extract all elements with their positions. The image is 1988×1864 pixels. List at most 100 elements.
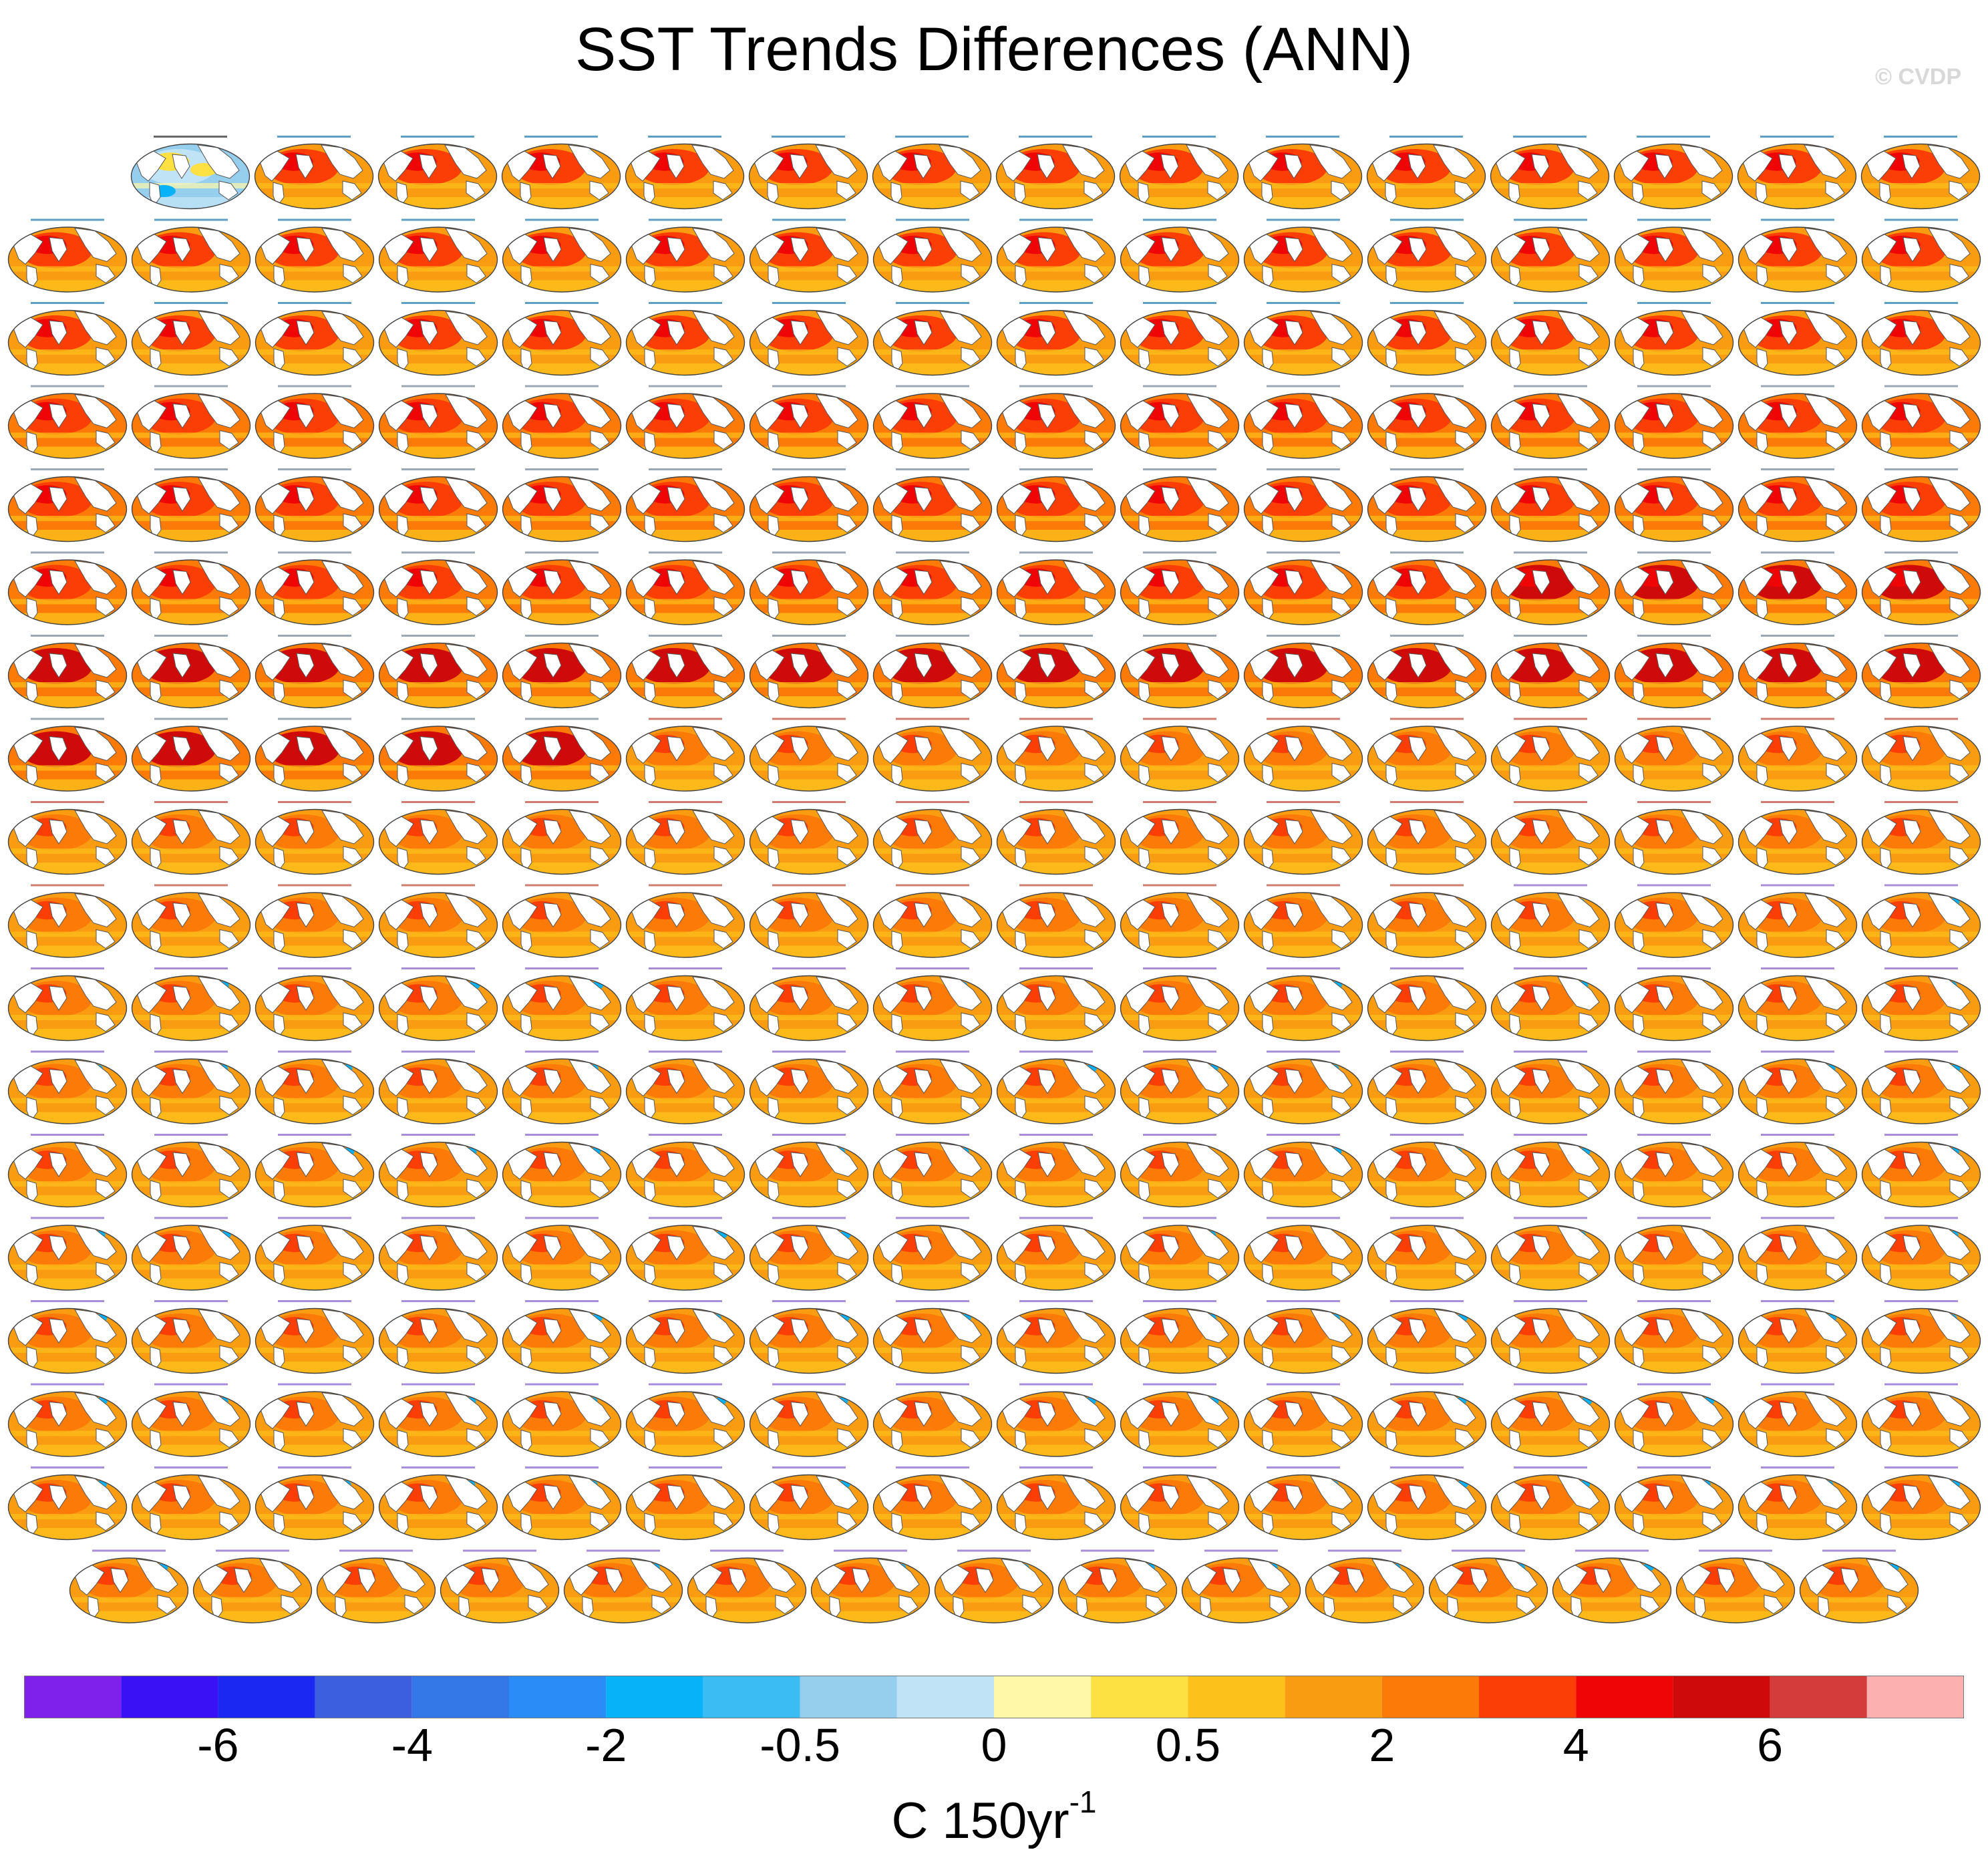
- africa-landmass: [296, 486, 315, 512]
- panel-label: [1267, 635, 1340, 637]
- panel-label: [1019, 551, 1093, 554]
- australia-landmass: [1084, 596, 1104, 617]
- equatorial-band: [1244, 349, 1363, 355]
- map-outline: [131, 559, 251, 625]
- panel-label: [1081, 1549, 1154, 1552]
- map-panel: [749, 1466, 869, 1541]
- map-panel: [1861, 1050, 1981, 1124]
- africa-landmass: [1037, 819, 1056, 844]
- australia-landmass: [219, 929, 239, 949]
- australia-landmass: [219, 679, 239, 700]
- map-outline: [872, 975, 993, 1042]
- eurasia-landmass: [939, 976, 982, 1011]
- panel-label: [1019, 302, 1093, 304]
- map-outline: [1737, 808, 1858, 875]
- eurasia-landmass: [816, 560, 858, 595]
- south-america-landmass: [1262, 514, 1274, 540]
- australia-landmass: [961, 1012, 981, 1032]
- map-panel: [7, 801, 128, 875]
- south-america-landmass: [273, 681, 285, 707]
- map-panel: [7, 718, 128, 792]
- panel-label: [1637, 551, 1711, 554]
- map-panel: [748, 136, 868, 210]
- panel-label: [896, 1300, 969, 1302]
- equatorial-band: [379, 599, 498, 605]
- eurasia-landmass: [1186, 726, 1229, 762]
- map-outline: [872, 726, 993, 792]
- australia-landmass: [1331, 180, 1351, 200]
- eurasia-landmass: [1681, 893, 1723, 928]
- equatorial-band: [132, 682, 251, 687]
- panel-label: [1514, 967, 1587, 969]
- map-outline: [1737, 226, 1858, 293]
- panel-label: [649, 1050, 722, 1053]
- equatorial-band: [255, 765, 374, 771]
- map-panel: [810, 1549, 931, 1623]
- panel-label: [1884, 1134, 1958, 1136]
- south-america-landmass: [150, 597, 162, 623]
- map-panel: [1675, 1549, 1796, 1623]
- map-panel: [1490, 218, 1611, 293]
- map-panel: [1120, 1134, 1240, 1208]
- panel-label: [31, 1134, 104, 1136]
- eurasia-landmass: [568, 643, 611, 678]
- map-outline: [625, 559, 746, 625]
- eurasia-landmass: [1063, 394, 1106, 429]
- panel-label: [1637, 136, 1710, 138]
- australia-landmass: [1455, 1012, 1475, 1032]
- equatorial-band: [750, 516, 868, 521]
- australia-landmass: [219, 762, 239, 783]
- map-panel: [378, 1050, 498, 1124]
- equatorial-band: [1367, 1015, 1486, 1020]
- eurasia-landmass: [321, 1059, 364, 1094]
- panel-label: [1884, 884, 1958, 887]
- map-outline: [1120, 393, 1240, 459]
- equatorial-band: [997, 516, 1116, 521]
- equatorial-band: [1367, 599, 1486, 605]
- australia-landmass: [590, 596, 610, 617]
- map-panel: [749, 1383, 869, 1457]
- africa-landmass: [420, 985, 438, 1011]
- map-outline: [625, 726, 746, 792]
- map-panel: [1614, 635, 1734, 709]
- eurasia-landmass: [692, 726, 735, 762]
- panel-label: [1390, 468, 1464, 470]
- equatorial-band: [1491, 1015, 1610, 1020]
- equatorial-band: [1615, 266, 1733, 272]
- australia-landmass: [1208, 347, 1228, 367]
- africa-landmass: [1285, 736, 1303, 762]
- eurasia-landmass: [692, 810, 735, 844]
- equatorial-band: [1120, 349, 1239, 355]
- south-america-landmass: [1880, 265, 1892, 291]
- eurasia-landmass: [1434, 560, 1476, 595]
- australia-landmass: [1084, 430, 1104, 450]
- map-panel: [996, 468, 1116, 542]
- panel-label: [525, 302, 599, 304]
- map-outline: [1120, 975, 1240, 1042]
- equatorial-band: [1367, 432, 1486, 438]
- map-panel: [502, 635, 622, 709]
- panel-label: [649, 635, 722, 637]
- africa-landmass: [1161, 819, 1180, 844]
- panel-label: [1884, 1466, 1958, 1468]
- south-america-landmass: [397, 514, 409, 540]
- map-outline: [996, 892, 1116, 958]
- panel-label: [401, 385, 475, 387]
- map-panel: [1490, 967, 1611, 1042]
- map-outline: [996, 808, 1116, 875]
- africa-landmass: [543, 902, 562, 928]
- map-outline: [1860, 143, 1981, 210]
- equatorial-band: [502, 266, 621, 272]
- panel-label: [525, 385, 599, 387]
- panel-label: [1019, 1217, 1093, 1219]
- map-panel: [996, 718, 1116, 792]
- south-america-landmass: [1633, 597, 1645, 623]
- panel-label: [772, 1466, 846, 1468]
- equatorial-band: [502, 931, 621, 937]
- map-panel: [501, 136, 621, 210]
- south-america-landmass: [1262, 681, 1274, 707]
- panel-label: [1699, 1549, 1772, 1552]
- map-outline: [1490, 808, 1611, 875]
- eurasia-landmass: [445, 311, 488, 345]
- panel-label: [1143, 718, 1216, 720]
